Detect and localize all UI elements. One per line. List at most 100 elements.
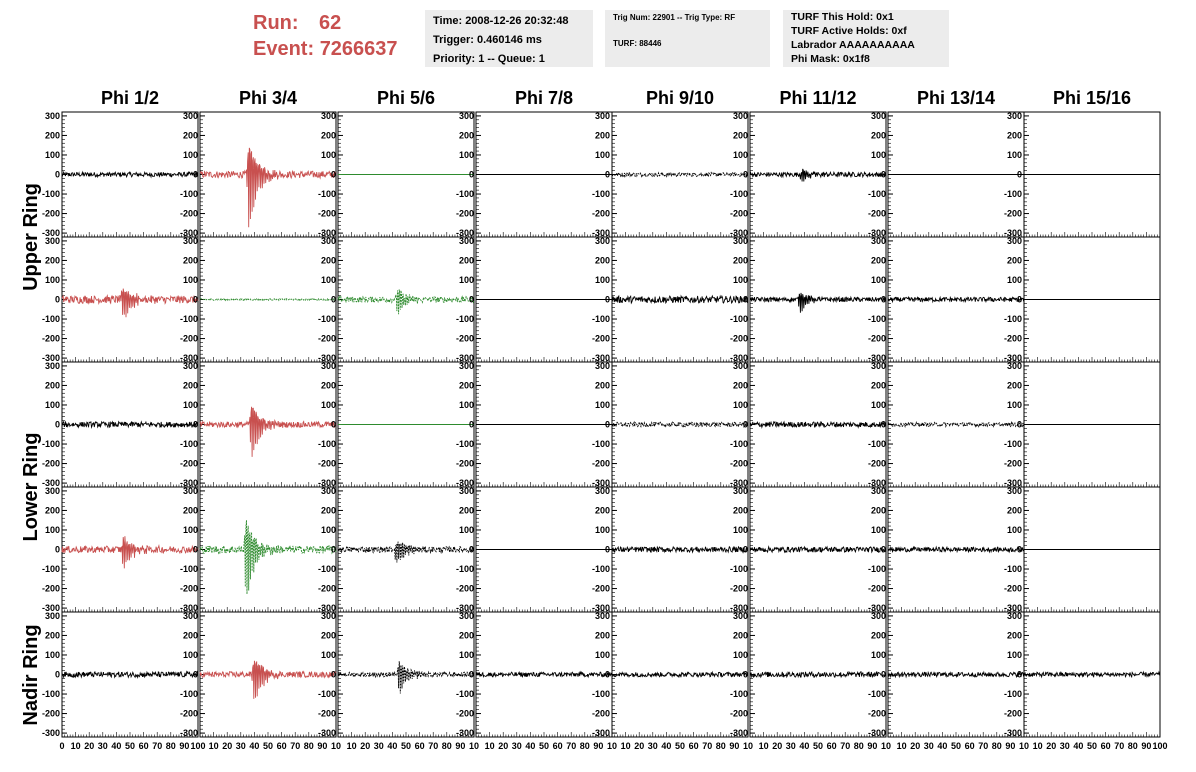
y-tick-label: -300 — [730, 603, 748, 613]
y-tick-label: 0 — [743, 295, 748, 305]
x-tick-label: 50 — [125, 741, 135, 751]
x-tick-label: 80 — [580, 741, 590, 751]
y-tick-label: 300 — [1007, 236, 1022, 246]
y-tick-label: -200 — [180, 584, 198, 594]
y-tick-label: -300 — [42, 603, 60, 613]
y-tick-label: 100 — [183, 400, 198, 410]
x-tick-label: 10 — [1019, 741, 1029, 751]
y-tick-label: -100 — [42, 314, 60, 324]
y-tick-label: -100 — [730, 439, 748, 449]
x-tick-label: 30 — [512, 741, 522, 751]
y-tick-label: 200 — [595, 255, 610, 265]
x-tick-label: 10 — [209, 741, 219, 751]
waveform-trace — [199, 406, 337, 457]
y-tick-label: -300 — [868, 728, 886, 738]
y-tick-label: 200 — [459, 255, 474, 265]
y-tick-label: -300 — [456, 353, 474, 363]
turf-hold-text: TURF This Hold: 0x1 — [791, 11, 894, 23]
labrador-text: Labrador AAAAAAAAAA — [791, 39, 915, 51]
y-tick-label: 100 — [1007, 650, 1022, 660]
y-tick-label: -100 — [592, 689, 610, 699]
y-tick-label: -200 — [42, 209, 60, 219]
y-tick-label: 0 — [605, 670, 610, 680]
y-tick-label: 300 — [183, 236, 198, 246]
y-tick-label: 300 — [733, 486, 748, 496]
x-tick-label: 60 — [965, 741, 975, 751]
y-tick-label: 200 — [1007, 130, 1022, 140]
y-tick-label: 300 — [183, 361, 198, 371]
y-tick-label: -200 — [730, 209, 748, 219]
y-tick-label: 0 — [743, 545, 748, 555]
y-tick-label: -100 — [868, 689, 886, 699]
y-tick-label: -200 — [318, 334, 336, 344]
x-tick-label: 80 — [442, 741, 452, 751]
y-tick-label: 0 — [193, 545, 198, 555]
y-tick-label: 0 — [331, 420, 336, 430]
x-tick-label: 20 — [910, 741, 920, 751]
x-tick-label: 30 — [924, 741, 934, 751]
column-header-8: Phi 15/16 — [1053, 88, 1131, 108]
y-tick-label: -300 — [1004, 353, 1022, 363]
y-tick-label: 300 — [459, 611, 474, 621]
y-tick-label: -100 — [318, 564, 336, 574]
y-tick-label: 300 — [321, 611, 336, 621]
y-tick-label: 100 — [871, 650, 886, 660]
y-tick-label: 200 — [595, 505, 610, 515]
y-tick-label: 100 — [45, 400, 60, 410]
y-tick-label: 200 — [183, 380, 198, 390]
y-tick-label: -100 — [456, 564, 474, 574]
y-tick-label: 300 — [183, 486, 198, 496]
waveform-trace — [199, 660, 337, 699]
y-tick-label: 300 — [1007, 486, 1022, 496]
y-tick-label: 200 — [459, 630, 474, 640]
y-tick-label: -200 — [592, 709, 610, 719]
y-tick-label: -200 — [180, 709, 198, 719]
y-tick-label: -300 — [1004, 603, 1022, 613]
y-tick-label: -100 — [318, 689, 336, 699]
x-tick-label: 60 — [1101, 741, 1111, 751]
y-tick-label: 200 — [459, 505, 474, 515]
x-tick-label: 30 — [374, 741, 384, 751]
x-tick-label: 50 — [675, 741, 685, 751]
y-tick-label: -300 — [180, 728, 198, 738]
x-tick-label: 40 — [937, 741, 947, 751]
y-tick-label: -100 — [1004, 189, 1022, 199]
y-tick-label: -100 — [180, 314, 198, 324]
y-tick-label: -200 — [318, 459, 336, 469]
x-tick-label: 20 — [1046, 741, 1056, 751]
column-header-4: Phi 7/8 — [515, 88, 573, 108]
x-tick-label: 70 — [152, 741, 162, 751]
y-tick-label: 300 — [595, 361, 610, 371]
y-tick-label: -200 — [456, 209, 474, 219]
x-tick-label: 50 — [263, 741, 273, 751]
y-tick-label: -200 — [318, 209, 336, 219]
x-tick-label: 90 — [317, 741, 327, 751]
y-tick-label: 200 — [45, 630, 60, 640]
waveform-trace — [887, 670, 1025, 679]
y-tick-label: -100 — [318, 439, 336, 449]
y-tick-label: 100 — [595, 275, 610, 285]
y-tick-label: -300 — [592, 228, 610, 238]
event-value: 7266637 — [319, 38, 398, 60]
y-tick-label: 300 — [871, 236, 886, 246]
y-tick-label: -100 — [730, 314, 748, 324]
y-tick-label: 300 — [871, 611, 886, 621]
x-tick-label: 10 — [1033, 741, 1043, 751]
y-tick-label: -100 — [42, 439, 60, 449]
y-tick-label: -300 — [42, 478, 60, 488]
y-tick-label: -300 — [180, 603, 198, 613]
x-tick-label: 80 — [166, 741, 176, 751]
y-tick-label: 200 — [871, 630, 886, 640]
y-tick-label: 300 — [733, 236, 748, 246]
trig-info-box: Trig Num: 22901 -- Trig Type: RF TURF: 8… — [605, 10, 770, 67]
y-tick-label: 200 — [1007, 505, 1022, 515]
x-tick-label: 90 — [593, 741, 603, 751]
y-tick-label: 0 — [55, 295, 60, 305]
y-tick-label: 0 — [469, 295, 474, 305]
y-tick-label: 300 — [459, 361, 474, 371]
y-tick-label: -300 — [592, 603, 610, 613]
y-tick-label: 0 — [469, 670, 474, 680]
y-tick-label: -100 — [456, 689, 474, 699]
waveform-trace — [337, 289, 475, 315]
waveform-trace — [199, 297, 337, 302]
